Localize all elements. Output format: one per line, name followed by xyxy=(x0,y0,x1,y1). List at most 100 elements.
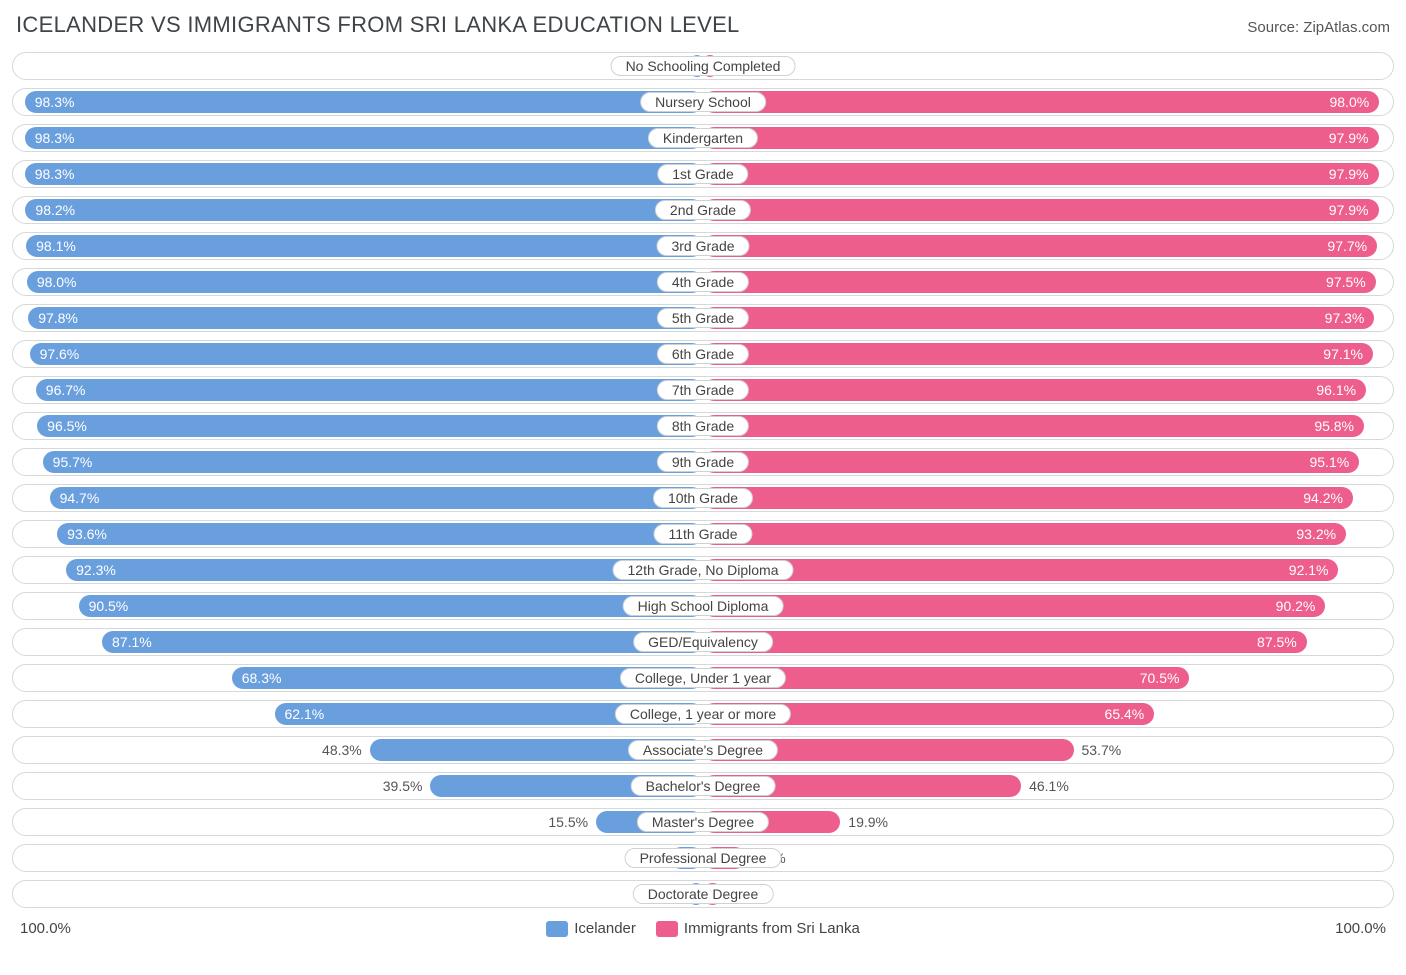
axis-legend-row: 100.0% Icelander Immigrants from Sri Lan… xyxy=(12,916,1394,937)
bar-value-right: 97.9% xyxy=(1329,166,1369,182)
chart-row: 48.3%53.7%Associate's Degree xyxy=(12,736,1394,764)
bar-value-right: 97.9% xyxy=(1329,130,1369,146)
bar-value-right: 95.1% xyxy=(1309,454,1349,470)
chart-row: 93.6% 93.2% 11th Grade xyxy=(12,520,1394,548)
category-label: 11th Grade xyxy=(653,524,752,544)
category-label: 3rd Grade xyxy=(656,236,749,256)
axis-left-max: 100.0% xyxy=(20,920,71,937)
bar-right: 95.8% xyxy=(703,415,1364,437)
bar-left: 98.3% xyxy=(25,163,703,185)
bar-right: 95.1% xyxy=(703,451,1359,473)
chart-row: 98.3% 97.9% 1st Grade xyxy=(12,160,1394,188)
bar-left: 96.7% xyxy=(36,379,703,401)
chart-row: 98.2%97.9%2nd Grade xyxy=(12,196,1394,224)
chart-row: 94.7%94.2%10th Grade xyxy=(12,484,1394,512)
bar-value-left: 96.7% xyxy=(46,382,86,398)
bar-value-left: 68.3% xyxy=(242,670,282,686)
category-label: 8th Grade xyxy=(657,416,749,436)
category-label: 1st Grade xyxy=(657,164,748,184)
source-name: ZipAtlas.com xyxy=(1303,19,1390,36)
bar-value-right: 19.9% xyxy=(848,809,888,835)
category-label: 5th Grade xyxy=(657,308,749,328)
chart-row: 98.0% 97.5% 4th Grade xyxy=(12,268,1394,296)
bar-left: 95.7% xyxy=(43,451,703,473)
category-label: Nursery School xyxy=(640,92,766,112)
bar-right: 90.2% xyxy=(703,595,1325,617)
bar-right: 96.1% xyxy=(703,379,1366,401)
chart-header: ICELANDER VS IMMIGRANTS FROM SRI LANKA E… xyxy=(12,12,1394,38)
bar-value-left: 87.1% xyxy=(112,634,152,650)
bar-value-left: 39.5% xyxy=(383,773,423,799)
bar-left: 97.8% xyxy=(28,307,703,329)
bar-value-right: 92.1% xyxy=(1289,562,1329,578)
bar-value-right: 46.1% xyxy=(1029,773,1069,799)
legend-swatch-left xyxy=(546,921,568,937)
bar-value-left: 95.7% xyxy=(53,454,93,470)
bar-right: 93.2% xyxy=(703,523,1346,545)
chart-row: 98.3% 97.9% Kindergarten xyxy=(12,124,1394,152)
bar-right: 97.9% xyxy=(703,199,1379,221)
bar-value-right: 97.3% xyxy=(1325,310,1365,326)
bar-value-right: 70.5% xyxy=(1140,670,1180,686)
bar-value-right: 97.9% xyxy=(1329,202,1369,218)
bar-value-left: 98.1% xyxy=(36,238,76,254)
chart-row: 2.1%2.8%Doctorate Degree xyxy=(12,880,1394,908)
bar-right: 92.1% xyxy=(703,559,1338,581)
chart-row: 97.6% 97.1% 6th Grade xyxy=(12,340,1394,368)
bar-value-left: 92.3% xyxy=(76,562,116,578)
bar-value-left: 15.5% xyxy=(548,809,588,835)
bar-left: 98.2% xyxy=(25,199,703,221)
axis-right-max: 100.0% xyxy=(1335,920,1386,937)
chart-row: 1.7%2.0%No Schooling Completed xyxy=(12,52,1394,80)
bar-value-right: 95.8% xyxy=(1314,418,1354,434)
chart-row: 98.1% 97.7% 3rd Grade xyxy=(12,232,1394,260)
bar-right: 94.2% xyxy=(703,487,1353,509)
category-label: No Schooling Completed xyxy=(611,56,796,76)
bar-right: 87.5% xyxy=(703,631,1307,653)
bar-value-right: 97.1% xyxy=(1323,346,1363,362)
chart-row: 98.3%98.0%Nursery School xyxy=(12,88,1394,116)
chart-row: 95.7%95.1%9th Grade xyxy=(12,448,1394,476)
bar-left: 98.1% xyxy=(26,235,703,257)
legend-label-right: Immigrants from Sri Lanka xyxy=(684,920,860,937)
legend-swatch-right xyxy=(656,921,678,937)
category-label: GED/Equivalency xyxy=(633,632,773,652)
bar-value-right: 97.7% xyxy=(1327,238,1367,254)
category-label: Associate's Degree xyxy=(628,740,778,760)
bar-value-right: 98.0% xyxy=(1329,94,1369,110)
bar-value-left: 48.3% xyxy=(322,737,362,763)
category-label: Master's Degree xyxy=(637,812,769,832)
bar-left: 92.3% xyxy=(66,559,703,581)
bar-value-right: 90.2% xyxy=(1276,598,1316,614)
chart-row: 96.7% 96.1% 7th Grade xyxy=(12,376,1394,404)
bar-value-left: 97.6% xyxy=(40,346,80,362)
bar-left: 87.1% xyxy=(102,631,703,653)
legend-item-left: Icelander xyxy=(546,920,636,937)
chart-row: 92.3% 92.1% 12th Grade, No Diploma xyxy=(12,556,1394,584)
bar-value-right: 97.5% xyxy=(1326,274,1366,290)
source-prefix: Source: xyxy=(1247,19,1303,36)
chart-row: 4.8%6.2%Professional Degree xyxy=(12,844,1394,872)
category-label: 7th Grade xyxy=(657,380,749,400)
bar-value-left: 98.3% xyxy=(35,130,75,146)
bar-value-left: 93.6% xyxy=(67,526,107,542)
bar-value-right: 93.2% xyxy=(1296,526,1336,542)
bar-value-left: 97.8% xyxy=(38,310,78,326)
bar-right: 97.9% xyxy=(703,163,1379,185)
bar-value-left: 90.5% xyxy=(89,598,129,614)
category-label: Kindergarten xyxy=(648,128,758,148)
bar-value-left: 98.0% xyxy=(37,274,77,290)
bar-value-left: 96.5% xyxy=(47,418,87,434)
bar-right: 97.5% xyxy=(703,271,1376,293)
bar-right: 97.1% xyxy=(703,343,1373,365)
legend-item-right: Immigrants from Sri Lanka xyxy=(656,920,860,937)
category-label: 6th Grade xyxy=(657,344,749,364)
bar-value-right: 94.2% xyxy=(1303,490,1343,506)
category-label: 4th Grade xyxy=(657,272,749,292)
bar-value-right: 96.1% xyxy=(1316,382,1356,398)
category-label: College, Under 1 year xyxy=(620,668,786,688)
category-label: 10th Grade xyxy=(653,488,753,508)
bar-left: 93.6% xyxy=(57,523,703,545)
bar-right: 97.9% xyxy=(703,127,1379,149)
category-label: 12th Grade, No Diploma xyxy=(613,560,794,580)
